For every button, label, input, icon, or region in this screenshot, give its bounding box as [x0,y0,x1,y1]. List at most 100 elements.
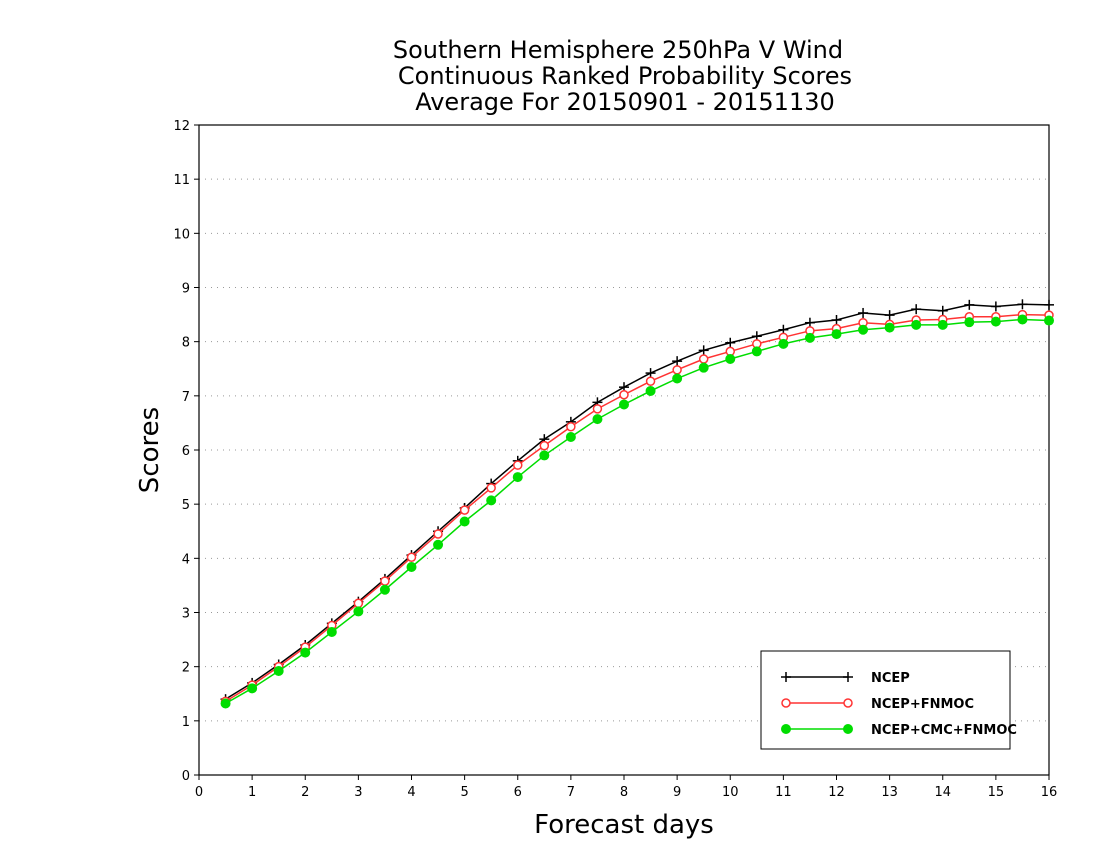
legend-label: NCEP+FNMOC [871,697,974,712]
data-point [778,338,789,349]
data-point [1044,315,1054,326]
data-point [645,368,656,379]
data-point [672,356,683,367]
legend-label: NCEP [871,671,910,686]
data-point [645,376,656,386]
data-point [937,305,948,316]
legend-marker [843,672,853,682]
data-point [804,317,815,328]
data-point [698,354,709,364]
legend-label: NCEP+CMC+FNMOC [871,723,1017,738]
data-point [566,421,576,432]
data-point [300,647,311,658]
data-point [353,606,364,617]
legend-entry: NCEP [781,671,910,686]
data-point [619,399,629,410]
data-point [1044,299,1054,310]
legend-marker [781,672,791,682]
data-point [831,315,842,325]
legend-marker [843,724,853,734]
data-point [326,627,337,637]
x-tick-label: 15 [988,785,1005,800]
x-tick-label: 16 [1041,785,1058,800]
data-point [858,307,869,318]
y-tick-label: 4 [182,552,190,567]
y-tick-label: 7 [182,390,190,405]
y-tick-label: 12 [173,119,190,134]
data-point [645,385,656,396]
data-point [565,432,576,442]
data-point [725,354,736,364]
data-point [486,483,496,493]
data-point [512,472,523,483]
x-tick-label: 3 [354,785,362,800]
data-point [751,346,762,357]
y-tick-label: 8 [182,336,190,351]
data-point [1017,299,1028,310]
x-tick-label: 14 [934,785,951,800]
series-line [225,318,1050,705]
data-point [964,299,975,310]
y-axis-label: Scores [135,407,165,493]
data-point [619,390,629,400]
data-point [858,324,869,335]
data-point [884,310,895,321]
data-point [937,319,948,330]
data-point [592,414,603,425]
y-tick-label: 2 [182,661,190,676]
x-tick-label: 1 [248,785,256,800]
y-tick-label: 1 [182,715,190,730]
x-tick-label: 9 [673,785,681,800]
x-tick-label: 8 [620,785,628,800]
data-point [247,683,258,694]
legend-marker [843,698,853,708]
data-point [486,495,497,506]
y-tick-label: 9 [182,282,190,297]
series-line [225,313,1050,702]
legend-marker [781,724,791,734]
data-point [406,562,417,572]
x-axis-label: Forecast days [534,810,714,840]
data-point [459,516,470,527]
legend-marker [781,698,791,708]
y-tick-label: 6 [182,444,190,459]
data-point [725,337,736,348]
data-point [911,304,922,315]
title-line-2: Continuous Ranked Probability Scores [398,62,852,90]
y-tick-label: 0 [182,769,190,784]
data-point [353,598,364,609]
data-point [220,698,231,709]
data-point [698,345,709,356]
data-point [672,373,683,384]
data-point [884,322,895,333]
x-tick-label: 7 [567,785,575,800]
data-point [459,505,470,515]
title-line-1: Southern Hemisphere 250hPa V Wind [393,36,843,64]
data-point [592,404,603,414]
data-point [539,450,550,461]
y-tick-label: 3 [182,607,190,622]
legend: NCEP NCEP+FNMOC NCEP+CMC+FNMOC [760,650,1017,750]
x-axis: 0 1 2 3 4 5 6 7 8 9 10 11 12 13 14 15 16 [195,775,1057,800]
legend-box [760,650,1011,750]
x-tick-label: 4 [407,785,415,800]
x-tick-label: 2 [301,785,309,800]
series-1 [220,309,1054,707]
chart-title: Southern Hemisphere 250hPa V Wind Contin… [393,36,852,116]
data-point [911,319,922,330]
data-point [964,317,975,328]
data-point [1017,314,1028,325]
data-point [273,666,284,676]
data-point [433,529,443,539]
title-line-3: Average For 20150901 - 20151130 [415,88,835,116]
x-tick-label: 13 [881,785,898,800]
data-point [804,332,815,343]
series-line [225,303,1050,700]
series-layer [220,299,1054,709]
data-point [406,552,417,562]
x-tick-label: 12 [828,785,845,800]
x-tick-label: 0 [195,785,203,800]
data-point [380,576,390,586]
